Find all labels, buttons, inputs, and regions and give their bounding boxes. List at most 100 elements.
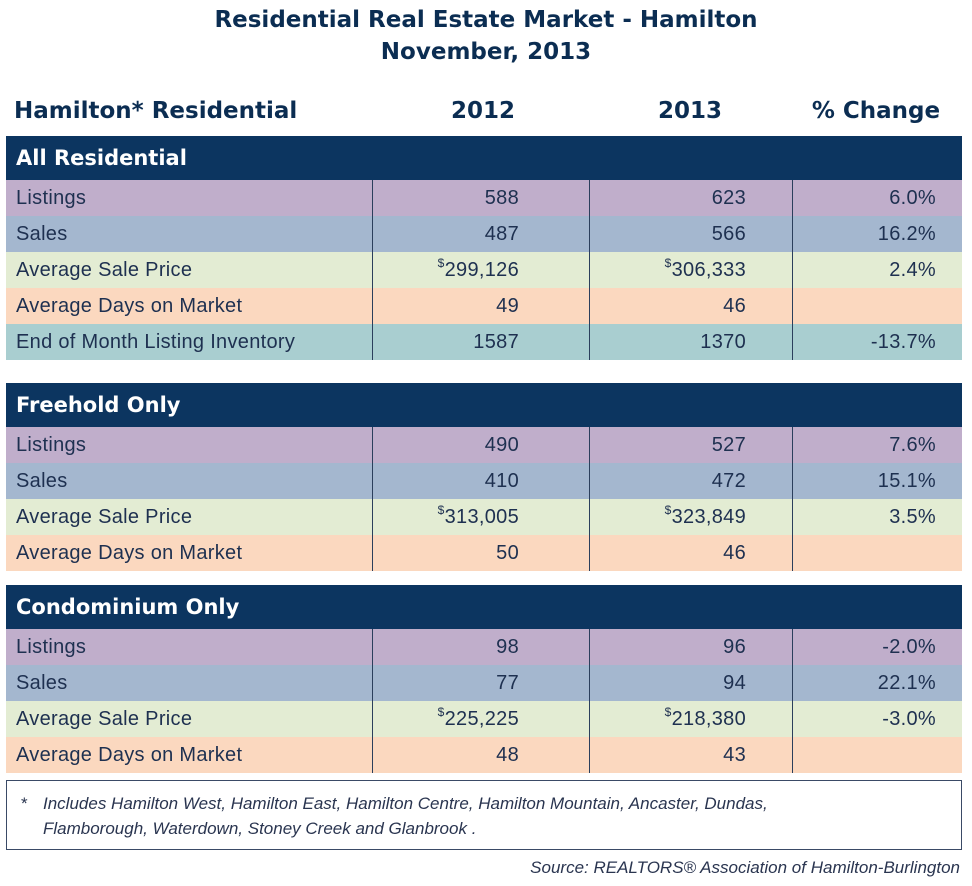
- column-header-area: Hamilton* Residential: [14, 98, 298, 124]
- row-label-value: Sales: [16, 672, 68, 694]
- table-row: Listings 98 96 -2.0%: [6, 629, 962, 665]
- cell-2012: 98: [373, 629, 590, 665]
- row-label: Average Days on Market: [6, 737, 373, 773]
- cell-2013: $306,333: [590, 252, 793, 288]
- column-header-2012: 2012: [450, 98, 515, 124]
- cell-2012-value: 98: [496, 636, 519, 658]
- cell-2013: 566: [590, 216, 793, 252]
- cell-2013-value: 472: [711, 470, 746, 492]
- cell-2013-value: 46: [723, 295, 746, 317]
- cell-2012: 490: [373, 427, 590, 463]
- cell-2013: 623: [590, 180, 793, 216]
- table-row: Sales 410 472 15.1%: [6, 463, 962, 499]
- cell-pct-change-value: -3.0%: [882, 708, 936, 730]
- row-label-value: Average Days on Market: [16, 295, 243, 317]
- table-row: Sales 487 566 16.2%: [6, 216, 962, 252]
- row-label: Average Days on Market: [6, 535, 373, 571]
- cell-pct-change: 22.1%: [793, 665, 962, 701]
- cell-2013-value: 218,380: [671, 708, 746, 730]
- row-label-value: End of Month Listing Inventory: [16, 331, 296, 353]
- footnote-text-1: Includes Hamilton West, Hamilton East, H…: [43, 794, 768, 813]
- row-label-value: Listings: [16, 434, 87, 456]
- cell-pct-change: -13.7%: [793, 324, 962, 360]
- cell-2013: 43: [590, 737, 793, 773]
- cell-2012: 48: [373, 737, 590, 773]
- footnote-text-2: Flamborough, Waterdown, Stoney Creek and…: [43, 819, 477, 838]
- cell-2012-value: 588: [484, 187, 519, 209]
- cell-pct-change-value: 3.5%: [889, 506, 936, 528]
- cell-2012-value: 77: [496, 672, 519, 694]
- cell-pct-change-value: 2.4%: [889, 259, 936, 281]
- cell-2012-value: 48: [496, 744, 519, 766]
- page-subtitle-date: November, 2013: [380, 39, 592, 65]
- cell-2013: 46: [590, 288, 793, 324]
- cell-pct-change: 6.0%: [793, 180, 962, 216]
- cell-2012-value: 313,005: [444, 506, 519, 528]
- currency-symbol: $: [664, 705, 672, 719]
- cell-2013-value: 306,333: [671, 259, 746, 281]
- cell-2013-value: 43: [723, 744, 746, 766]
- currency-symbol: $: [437, 503, 445, 517]
- cell-2013-value: 566: [711, 223, 746, 245]
- cell-2013-value: 46: [723, 542, 746, 564]
- cell-2013: $323,849: [590, 499, 793, 535]
- cell-2013: 472: [590, 463, 793, 499]
- cell-2013: 46: [590, 535, 793, 571]
- currency-symbol: $: [437, 256, 445, 270]
- row-label: Average Sale Price: [6, 499, 373, 535]
- cell-pct-change: [793, 288, 962, 324]
- row-label-value: Listings: [16, 187, 87, 209]
- currency-symbol: $: [664, 503, 672, 517]
- cell-2013: 527: [590, 427, 793, 463]
- cell-pct-change: 7.6%: [793, 427, 962, 463]
- table-row: Average Days on Market 48 43: [6, 737, 962, 773]
- cell-2012: 50: [373, 535, 590, 571]
- table-row: Average Sale Price $299,126 $306,333 2.4%: [6, 252, 962, 288]
- table-row: Average Days on Market 49 46: [6, 288, 962, 324]
- cell-2013-value: 96: [723, 636, 746, 658]
- row-label: Listings: [6, 180, 373, 216]
- cell-pct-change: 15.1%: [793, 463, 962, 499]
- cell-2012: 49: [373, 288, 590, 324]
- cell-pct-change: 3.5%: [793, 499, 962, 535]
- cell-2013-value: 94: [723, 672, 746, 694]
- footnote-asterisk: *: [21, 794, 28, 813]
- cell-pct-change: [793, 737, 962, 773]
- cell-pct-change-value: -2.0%: [882, 636, 936, 658]
- table-row: Average Days on Market 50 46: [6, 535, 962, 571]
- cell-2012: $225,225: [373, 701, 590, 737]
- cell-pct-change: -2.0%: [793, 629, 962, 665]
- currency-symbol: $: [437, 705, 445, 719]
- section-condominium-only: Condominium Only Listings 98 96 -2.0% Sales 7…: [6, 585, 962, 773]
- row-label-value: Average Sale Price: [16, 259, 193, 281]
- section-freehold-only: Freehold Only Listings 490 527 7.6% Sales 410…: [6, 383, 962, 571]
- cell-2012-value: 49: [496, 295, 519, 317]
- cell-2012-value: 299,126: [444, 259, 519, 281]
- row-label: Average Sale Price: [6, 252, 373, 288]
- section-heading: All Residential: [6, 136, 962, 180]
- cell-2012: 487: [373, 216, 590, 252]
- cell-2012: 77: [373, 665, 590, 701]
- row-label-value: Listings: [16, 636, 87, 658]
- row-label: Average Days on Market: [6, 288, 373, 324]
- cell-2013-value: 623: [711, 187, 746, 209]
- cell-pct-change-value: 15.1%: [877, 470, 936, 492]
- cell-pct-change-value: 16.2%: [877, 223, 936, 245]
- row-label: Sales: [6, 463, 373, 499]
- table-row: Listings 588 623 6.0%: [6, 180, 962, 216]
- table-row: Average Sale Price $313,005 $323,849 3.5%: [6, 499, 962, 535]
- row-label-value: Average Sale Price: [16, 506, 193, 528]
- cell-pct-change-value: 22.1%: [877, 672, 936, 694]
- cell-pct-change: 16.2%: [793, 216, 962, 252]
- column-header-pct-change: % Change: [811, 98, 941, 124]
- cell-2012: $299,126: [373, 252, 590, 288]
- cell-2012: 410: [373, 463, 590, 499]
- cell-2012: 1587: [373, 324, 590, 360]
- row-label-value: Average Days on Market: [16, 744, 243, 766]
- cell-2013-value: 323,849: [671, 506, 746, 528]
- currency-symbol: $: [664, 256, 672, 270]
- table-row: Listings 490 527 7.6%: [6, 427, 962, 463]
- section-all-residential: All Residential Listings 588 623 6.0% Sales 4…: [6, 136, 962, 360]
- cell-2013: 94: [590, 665, 793, 701]
- cell-2012-value: 490: [484, 434, 519, 456]
